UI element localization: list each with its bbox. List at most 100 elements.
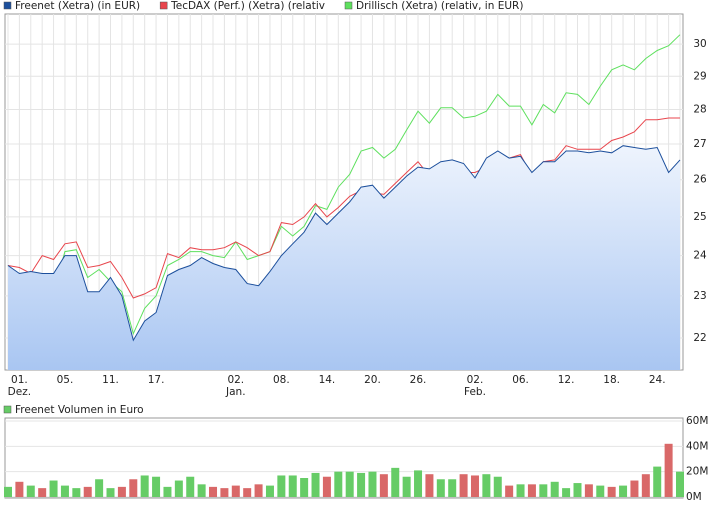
bar [322,476,331,497]
bar [231,485,240,497]
bar [493,476,502,497]
bar [345,471,354,497]
bar [4,486,12,497]
bar [243,488,252,497]
bar [436,479,445,497]
legend-swatch [159,1,168,10]
y-tick-label: 25 [693,211,706,223]
bar [38,488,47,497]
bar [277,475,286,497]
x-tick-label: 26. [410,374,427,386]
legend-swatch [344,1,353,10]
x-tick-label: 02. [467,374,484,386]
bar [152,476,161,497]
bar [414,470,423,497]
bar [653,466,662,497]
x-tick-label: 08. [273,374,290,386]
bar [402,476,411,497]
bar [482,474,491,497]
line [7,145,681,342]
x-tick-label: 18. [603,374,620,386]
x-tick-sublabel: Dez. [8,386,31,398]
bar [527,484,536,497]
y-tick-label: 26 [693,174,707,186]
y-tick-label: 23 [693,290,706,302]
bar [209,486,218,497]
bar [664,443,673,497]
y-tick-label: 27 [693,138,706,150]
line [7,34,681,336]
y-tick-label: 0M [686,491,702,503]
bar [573,483,582,497]
bar [288,475,297,497]
y-tick-label: 29 [693,70,706,82]
x-tick-label: 24. [649,374,666,386]
bar [562,488,571,497]
y-tick-label: 24 [693,250,707,262]
bar [95,479,104,497]
bar [163,486,172,497]
bar [619,485,628,497]
x-tick-label: 17. [148,374,165,386]
bar [641,474,650,497]
bar [505,485,514,497]
bar [379,474,388,497]
volume-frame [4,417,684,499]
bar [140,475,149,497]
bar [174,480,183,497]
legend-label: Freenet (Xetra) (in EUR) [15,0,140,12]
bar [459,474,468,497]
x-tick-label: 01. [11,374,28,386]
bar [425,474,434,497]
bar [15,481,24,497]
bar [539,484,548,497]
x-tick-label: 12. [558,374,575,386]
x-tick-label: 11. [102,374,119,386]
bar [391,467,400,497]
y-tick-label: 60M [686,415,708,427]
x-tick-label: 20. [364,374,381,386]
bar [334,471,343,497]
x-tick-label: 14. [319,374,336,386]
bar [72,488,81,497]
x-tick-sublabel: Feb. [464,386,486,398]
y-tick-label: 40M [686,440,708,452]
y-tick-label: 22 [693,332,706,344]
bar [368,471,377,497]
bar [584,484,593,497]
bar [448,479,457,497]
x-tick-sublabel: Jan. [225,386,246,398]
bar [607,486,616,497]
bar [186,476,195,497]
bar [26,485,35,497]
bar [83,486,92,497]
bar [106,488,115,497]
x-tick-label: 05. [57,374,74,386]
line [7,117,680,299]
legend-label: TecDAX (Perf.) (Xetra) (relativ [170,0,325,12]
legend-swatch [3,405,12,414]
legend-swatch [3,1,12,10]
area [8,145,680,370]
legend-label: Drillisch (Xetra) (relativ, in EUR) [356,0,523,12]
bar [49,480,58,497]
bar [265,485,274,497]
bar [197,484,206,497]
bar [550,481,559,497]
bar [129,479,138,497]
bar [254,484,263,497]
bar [220,488,229,497]
bar [117,486,126,497]
bar [300,478,309,497]
x-tick-label: 06. [512,374,529,386]
bar [60,485,69,497]
bar [676,471,684,497]
legend-label: Freenet Volumen in Euro [15,404,144,416]
y-tick-label: 30 [693,38,706,50]
y-tick-label: 20M [686,466,708,478]
y-tick-label: 28 [693,104,706,116]
bar [630,480,639,497]
x-tick-label: 02. [227,374,244,386]
bar [516,484,525,497]
